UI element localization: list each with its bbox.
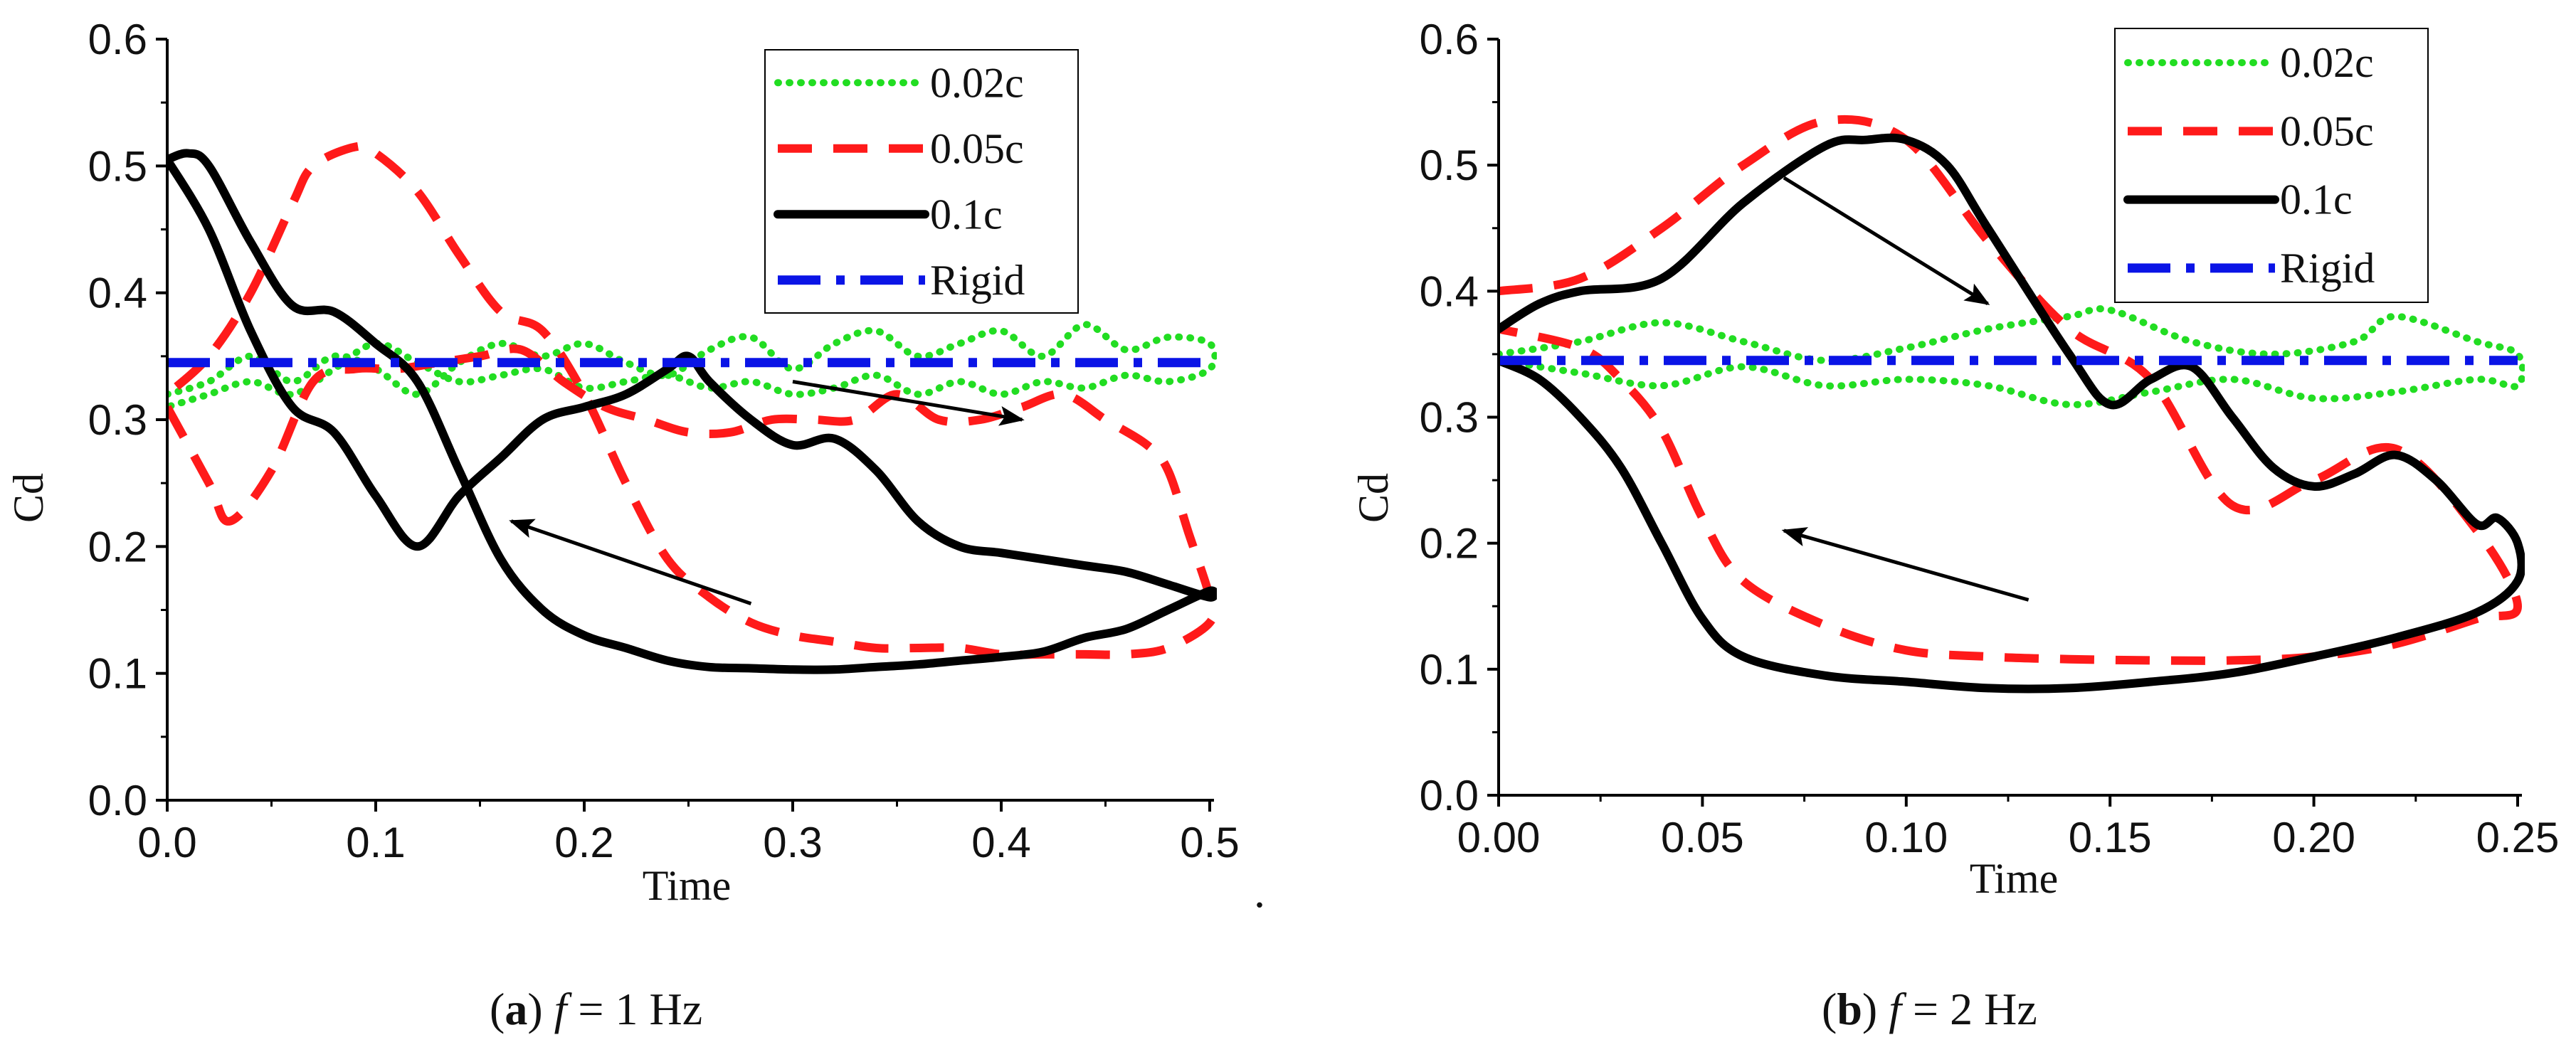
legend-a: 0.02c 0.05c 0.1c Rigid: [764, 49, 1079, 314]
x-tick-label-b: 0.25: [2476, 814, 2560, 861]
y-tick-label-a: 0.6: [88, 16, 147, 63]
y-tick-label-b: 0.2: [1420, 520, 1479, 568]
caption-b: (b) f = 2 Hz: [1822, 984, 2037, 1034]
series-line-a-0p05c: [167, 142, 1217, 659]
y-tick-label-a: 0.0: [88, 777, 147, 824]
x-tick-label-b: 0.10: [1864, 814, 1948, 861]
x-tick-label-a: 0.1: [346, 819, 405, 866]
x-tick-label-a: 0.2: [554, 819, 613, 866]
y-tick-label-b: 0.6: [1420, 16, 1479, 63]
chart-panel-a: 0.0 0.1 0.2 0.3 0.4 0.5 0.6 0.0 0.1 0.2 0.3 0.4 0.5 C…: [5, 16, 1240, 909]
caption-b-letter: b: [1837, 984, 1862, 1034]
legend-b: 0.02c 0.05c 0.1c Rigid: [2114, 28, 2429, 303]
caption-a-rest: = 1 Hz: [566, 984, 702, 1034]
chart-panel-b: 0.0 0.1 0.2 0.3 0.4 0.5 0.6 0.00 0.05 0.10 0.15 0.2…: [1350, 16, 2559, 902]
legend-label-b: 0.02c: [2280, 39, 2374, 86]
stray-dot-mark: .: [1254, 866, 1265, 917]
y-tick-label-a: 0.1: [88, 650, 147, 698]
y-tick-label-b: 0.5: [1420, 142, 1479, 189]
x-tick-label-b: 0.00: [1457, 814, 1541, 861]
legend-label-a: 0.05c: [930, 125, 1024, 172]
y-tick-label-b: 0.3: [1420, 394, 1479, 442]
legend-label-a: 0.1c: [930, 191, 1003, 238]
y-tick-label-b: 0.1: [1420, 646, 1479, 694]
caption-a-letter: a: [505, 984, 527, 1034]
caption-a-open: (: [490, 984, 505, 1034]
y-tick-label-a: 0.3: [88, 396, 147, 444]
legend-label-b: 0.1c: [2280, 176, 2353, 223]
legend-label-a: 0.02c: [930, 59, 1024, 106]
x-tick-label-a: 0.5: [1180, 819, 1239, 866]
x-tick-label-a: 0.0: [137, 819, 196, 866]
x-axis-title-b: Time: [1970, 855, 2059, 902]
caption-b-open: (: [1822, 984, 1837, 1034]
caption-b-close: ): [1862, 984, 1877, 1034]
legend-label-a: Rigid: [930, 257, 1025, 304]
series-line-a-0p1c: [167, 149, 1217, 674]
x-tick-label-a: 0.3: [763, 819, 822, 866]
series-line-b-0p02c: [1499, 305, 2525, 408]
trend-arrow-a-1: [792, 380, 1025, 426]
trend-arrow-b-2: [1781, 527, 2029, 602]
caption-b-rest: = 2 Hz: [1901, 984, 2037, 1034]
legend-box-a: [764, 49, 1079, 314]
x-axis-title-a: Time: [643, 862, 732, 909]
x-tick-label-b: 0.15: [2069, 814, 2152, 861]
x-tick-label-b: 0.05: [1661, 814, 1744, 861]
y-tick-label-b: 0.4: [1420, 267, 1479, 315]
plot-area-b: [1499, 115, 2525, 694]
y-axis-title-b: Cd: [1350, 473, 1397, 523]
legend-label-b: 0.05c: [2280, 107, 2374, 154]
plot-area-a: [167, 142, 1217, 674]
trend-arrow-b-1: [1783, 176, 1990, 306]
trend-arrow-a-2: [509, 519, 752, 605]
y-tick-label-a: 0.2: [88, 523, 147, 570]
caption-a: (a) f = 1 Hz: [490, 984, 702, 1034]
series-line-b-0p1c: [1499, 133, 2525, 694]
caption-a-close: ): [527, 984, 542, 1034]
legend-box-b: [2114, 28, 2429, 303]
y-tick-label-b: 0.0: [1420, 772, 1479, 819]
x-tick-label-b: 0.20: [2272, 814, 2355, 861]
y-tick-label-a: 0.4: [88, 270, 147, 317]
y-axis-title-a: Cd: [5, 473, 52, 523]
y-tick-label-a: 0.5: [88, 142, 147, 190]
x-tick-label-a: 0.4: [971, 819, 1030, 866]
series-line-b-0p05c: [1499, 115, 2522, 665]
legend-label-b: Rigid: [2280, 245, 2375, 292]
